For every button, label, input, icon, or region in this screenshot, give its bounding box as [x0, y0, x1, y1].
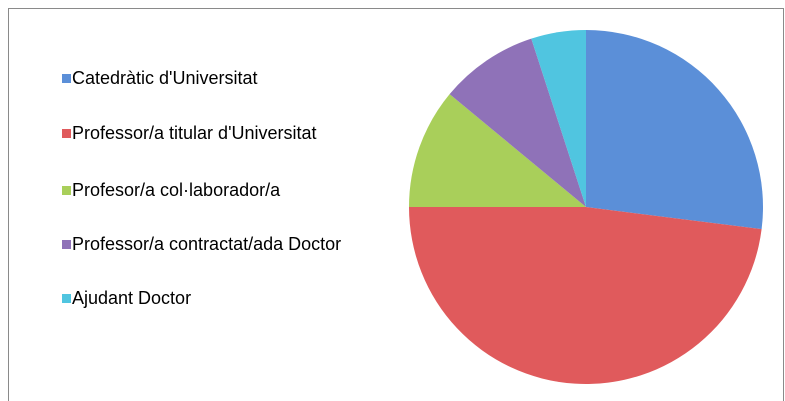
pie-slice: [449, 38, 586, 208]
legend-swatch: [62, 74, 71, 83]
legend-label: Professor/a titular d'Universitat: [72, 123, 317, 143]
legend-label: Profesor/a col·laborador/a: [72, 180, 281, 200]
legend-swatch: [62, 129, 71, 138]
legend-swatch: [62, 294, 71, 303]
chart-frame: [8, 8, 784, 401]
legend-label: Professor/a contractat/ada Doctor: [72, 234, 342, 254]
legend-label: Ajudant Doctor: [72, 288, 192, 308]
pie-slice: [531, 30, 586, 207]
pie-slice: [586, 30, 763, 230]
pie-slice: [409, 94, 586, 207]
pie-slice: [408, 207, 762, 385]
legend-swatch: [62, 240, 71, 249]
legend-swatch: [62, 186, 71, 195]
legend-label: Catedràtic d'Universitat: [72, 68, 258, 88]
